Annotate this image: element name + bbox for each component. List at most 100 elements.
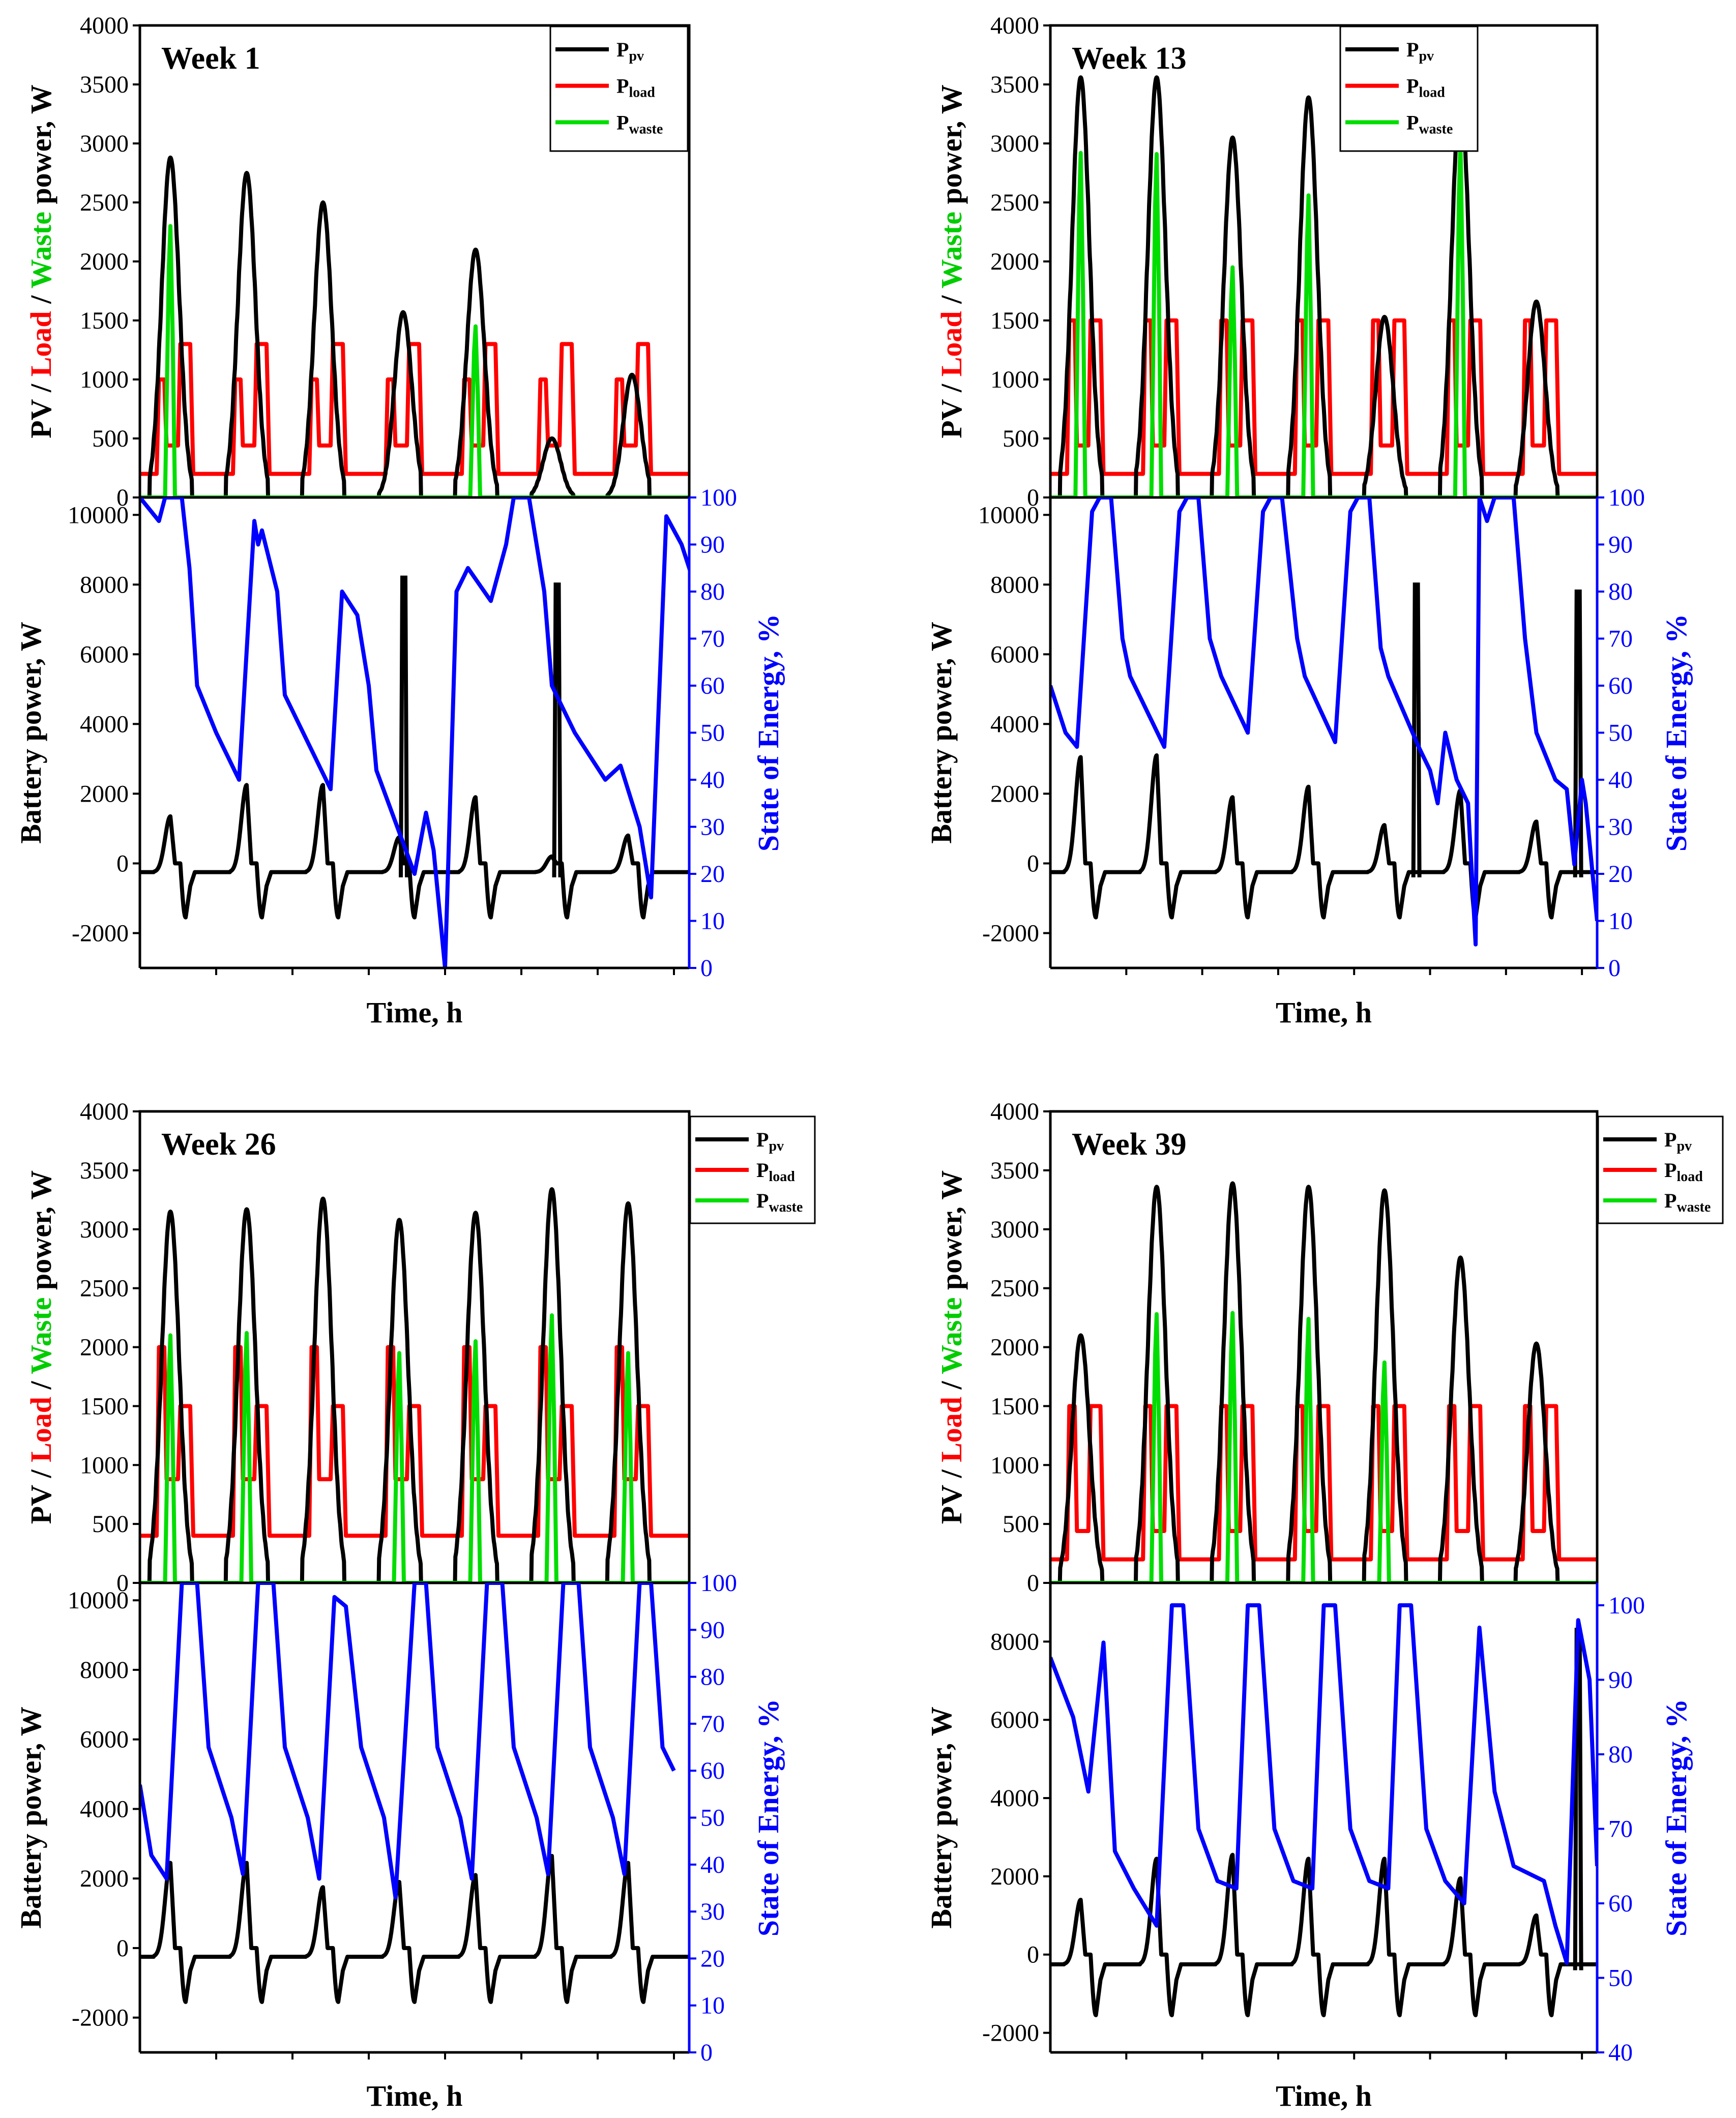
top-ytick-label: 2500 xyxy=(990,189,1039,216)
battery-spike xyxy=(1573,590,1583,877)
soe-ytick-label: 90 xyxy=(1608,532,1633,558)
soe-ytick-label: 80 xyxy=(700,578,725,605)
soe-ytick-label: 0 xyxy=(1608,955,1621,982)
soe-ytick-label: 80 xyxy=(700,1664,725,1691)
battery-ytick-label: 10000 xyxy=(68,502,129,528)
pv-legend-label: Ppv xyxy=(616,38,644,64)
top-ytick-label: 2500 xyxy=(990,1275,1039,1302)
week-title: Week 26 xyxy=(161,1127,276,1162)
battery-power-line xyxy=(1050,1852,1597,2017)
top-ytick-label: 1500 xyxy=(990,1393,1039,1420)
battery-ytick-label: 0 xyxy=(1027,1942,1039,1968)
soe-ytick-label: 40 xyxy=(1608,767,1633,793)
soe-ytick-label: 10 xyxy=(700,908,725,935)
battery-y-axis-label: Battery power, W xyxy=(14,1707,47,1929)
x-axis-label: Time, h xyxy=(1276,2079,1372,2112)
top-y-axis-label: PV / Load / Waste power, W xyxy=(935,84,968,438)
waste-legend-label: Pwaste xyxy=(1406,111,1453,137)
soe-ytick-label: 0 xyxy=(700,955,713,982)
soe-ytick-label: 60 xyxy=(1608,1890,1633,1917)
battery-y-axis-label: Battery power, W xyxy=(925,1707,958,1929)
battery-spike xyxy=(552,582,563,877)
soe-ytick-label: 90 xyxy=(1608,1666,1633,1693)
load-legend-label: Pload xyxy=(756,1159,795,1185)
legend: Ppv Pload Pwaste xyxy=(1597,1115,1724,1224)
soe-ytick-label: 100 xyxy=(700,484,737,511)
waste-legend-label: Pwaste xyxy=(616,111,663,137)
battery-ytick-label: 4000 xyxy=(990,1785,1039,1812)
top-ytick-label: 1000 xyxy=(80,1452,129,1479)
soe-ytick-label: 70 xyxy=(700,1711,725,1738)
top-ytick-label: 3000 xyxy=(80,130,129,157)
soe-ytick-label: 100 xyxy=(1608,1592,1645,1619)
top-ytick-label: 3000 xyxy=(990,1216,1039,1243)
pv-power-line xyxy=(140,1187,689,1583)
x-axis-label: Time, h xyxy=(366,2079,462,2112)
soe-y-axis-label: State of Energy, % xyxy=(752,614,785,851)
legend: Ppv Pload Pwaste xyxy=(549,25,689,152)
x-axis-label: Time, h xyxy=(366,996,462,1029)
battery-ytick-label: -2000 xyxy=(72,920,129,947)
top-y-axis-label: PV / Load / Waste power, W xyxy=(24,1170,57,1524)
top-ytick-label: 3500 xyxy=(990,1157,1039,1184)
week-title: Week 1 xyxy=(161,41,260,76)
top-ytick-label: 0 xyxy=(116,1570,129,1597)
soe-ytick-label: 90 xyxy=(700,532,725,558)
soe-ytick-label: 0 xyxy=(700,2039,713,2066)
waste-power-line xyxy=(140,224,689,497)
pv-power-line xyxy=(140,155,689,497)
battery-ytick-label: 2000 xyxy=(990,1863,1039,1890)
top-ytick-label: 1500 xyxy=(80,307,129,334)
top-ytick-label: 2000 xyxy=(80,1334,129,1361)
battery-ytick-label: 8000 xyxy=(990,571,1039,598)
soe-ytick-label: 30 xyxy=(700,1898,725,1925)
state-of-energy-line xyxy=(1050,497,1597,947)
state-of-energy-line xyxy=(1050,1603,1597,1965)
battery-ytick-label: 10000 xyxy=(68,1587,129,1614)
top-ytick-label: 1000 xyxy=(990,366,1039,393)
top-ytick-label: 1000 xyxy=(990,1452,1039,1479)
battery-spike xyxy=(399,575,409,877)
waste-legend-label: Pwaste xyxy=(756,1189,803,1215)
battery-ytick-label: 6000 xyxy=(80,1726,129,1753)
top-ytick-label: 2500 xyxy=(80,1275,129,1302)
top-ytick-label: 4000 xyxy=(990,12,1039,39)
load-legend-label: Pload xyxy=(1406,75,1445,101)
state-of-energy-line xyxy=(140,497,689,968)
battery-ytick-label: 0 xyxy=(116,850,129,877)
soe-ytick-label: 60 xyxy=(700,672,725,699)
soe-ytick-label: 60 xyxy=(700,1757,725,1784)
soe-ytick-label: 30 xyxy=(700,814,725,841)
top-ytick-label: 4000 xyxy=(80,1098,129,1125)
top-ytick-label: 3000 xyxy=(990,130,1039,157)
waste-legend-label: Pwaste xyxy=(1664,1189,1711,1215)
pv-power-line xyxy=(1050,75,1597,497)
top-ytick-label: 2000 xyxy=(990,1334,1039,1361)
battery-ytick-label: -2000 xyxy=(72,2005,129,2032)
top-ytick-label: 2000 xyxy=(990,248,1039,275)
soe-ytick-label: 70 xyxy=(1608,626,1633,653)
soe-ytick-label: 50 xyxy=(1608,1964,1633,1991)
top-ytick-label: 500 xyxy=(1003,1511,1039,1538)
top-ytick-label: 3000 xyxy=(80,1216,129,1243)
top-ytick-label: 3500 xyxy=(80,1157,129,1184)
battery-y-axis-label: Battery power, W xyxy=(925,622,958,844)
soe-ytick-label: 80 xyxy=(1608,1741,1633,1768)
waste-power-line xyxy=(1050,138,1597,497)
soe-ytick-label: 50 xyxy=(1608,720,1633,747)
legend: Ppv Pload Pwaste xyxy=(1339,25,1479,152)
soe-ytick-label: 40 xyxy=(1608,2039,1633,2066)
waste-power-line xyxy=(1050,1311,1597,1583)
battery-ytick-label: 10000 xyxy=(978,502,1039,528)
top-ytick-label: 4000 xyxy=(990,1098,1039,1125)
battery-ytick-label: 0 xyxy=(1027,850,1039,877)
week-title: Week 13 xyxy=(1072,41,1187,76)
battery-ytick-label: 4000 xyxy=(990,711,1039,738)
soe-ytick-label: 20 xyxy=(700,1945,725,1972)
top-ytick-label: 1500 xyxy=(990,307,1039,334)
battery-power-line xyxy=(1050,753,1597,920)
